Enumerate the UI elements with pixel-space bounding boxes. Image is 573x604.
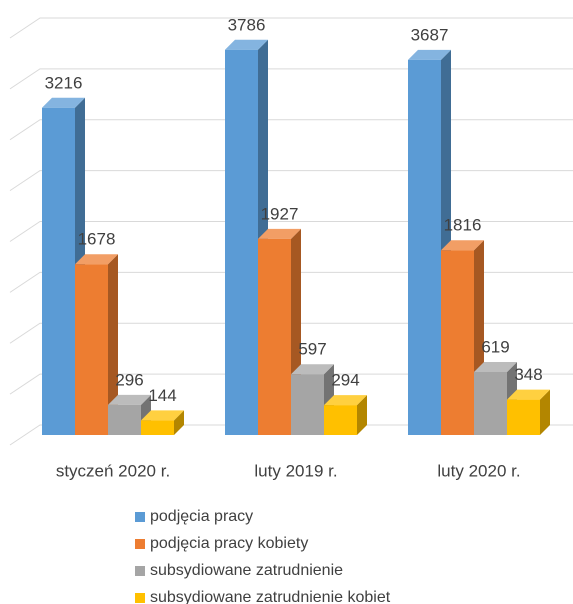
grid-line	[9, 271, 573, 293]
bar-face	[441, 240, 484, 251]
grid-line	[9, 373, 573, 395]
bar-face	[141, 410, 184, 421]
value-label: 296	[115, 370, 143, 389]
value-label: 3216	[45, 73, 83, 92]
bar-face	[174, 410, 184, 435]
value-label: 1678	[78, 230, 116, 249]
bar-face	[474, 372, 507, 435]
bar-face	[540, 389, 550, 435]
bar-face	[108, 394, 151, 405]
grid-line	[9, 17, 573, 39]
bar-face	[441, 250, 474, 435]
bar-face	[258, 228, 301, 239]
value-label: 1816	[444, 216, 482, 235]
bar-face	[324, 405, 357, 435]
value-label: 144	[148, 386, 176, 405]
bar	[141, 410, 184, 435]
legend-label: subsydiowane zatrudnienie kobiet	[150, 589, 391, 604]
value-label: 619	[481, 338, 509, 357]
value-label: 294	[331, 371, 359, 390]
bar-face	[507, 389, 550, 400]
grid-line	[9, 119, 573, 141]
value-label: 3786	[228, 15, 266, 34]
grid-line	[9, 221, 573, 242]
bar-face	[291, 364, 334, 375]
grid-line	[9, 322, 573, 344]
x-tick-label: luty 2019 r.	[254, 461, 337, 480]
bar-face	[408, 59, 441, 436]
value-label: 597	[298, 340, 326, 359]
legend-swatch	[135, 539, 145, 549]
bar-face	[75, 254, 118, 265]
grid-line	[9, 170, 573, 192]
bar-face	[507, 399, 540, 435]
legend-label: podjęcia pracy	[150, 508, 253, 525]
bar-face	[108, 404, 141, 435]
bar-face	[408, 49, 451, 60]
value-label: 3687	[411, 25, 449, 44]
bar-face	[42, 97, 85, 108]
bar-face	[474, 362, 517, 373]
bar-face	[258, 238, 291, 435]
bar-face	[324, 395, 367, 406]
bar-face	[225, 39, 268, 50]
bar-face	[75, 264, 108, 435]
legend-label: subsydiowane zatrudnienie	[150, 562, 343, 579]
legend-swatch	[135, 593, 145, 603]
bar-face	[141, 420, 174, 435]
value-label: 1927	[261, 204, 299, 223]
grid-line	[9, 68, 573, 90]
bar	[291, 364, 334, 435]
x-tick-label: luty 2020 r.	[437, 461, 520, 480]
bar-face	[42, 107, 75, 435]
x-tick-label: styczeń 2020 r.	[56, 461, 170, 480]
legend-label: podjęcia pracy kobiety	[150, 535, 308, 552]
bar-face	[225, 49, 258, 435]
legend-swatch	[135, 512, 145, 522]
bar-face	[108, 254, 118, 435]
grid-line	[9, 424, 573, 446]
bar	[75, 254, 118, 435]
value-label: 348	[514, 365, 542, 384]
legend-swatch	[135, 566, 145, 576]
bar-face	[291, 374, 324, 435]
bar-face	[357, 395, 367, 435]
bar	[507, 389, 550, 435]
bar	[324, 395, 367, 435]
